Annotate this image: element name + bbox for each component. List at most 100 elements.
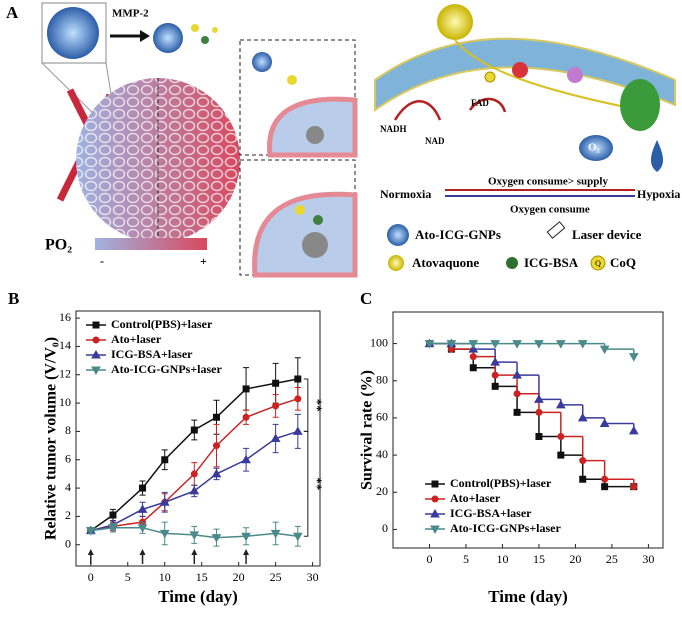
po2-high: + [200,254,207,268]
protein [512,62,528,78]
panel-a: A MMP-2 PO₂ - + O₂ NADH NAD FAD Normoxia… [6,2,680,278]
coq [484,71,496,83]
marker [490,340,501,349]
marker [242,413,250,421]
marker [270,529,281,539]
y-tick-label: 40 [376,447,388,461]
plot-frame [392,311,664,549]
arrow [468,97,507,113]
legend-icon [590,255,606,271]
arrow [393,100,442,121]
marker [513,408,521,416]
marker [579,475,587,483]
marker [577,412,588,422]
nad: NAD [425,136,445,146]
legend-text: Ato-ICG-GNPs [415,227,501,242]
dot [191,24,199,32]
x-tick-label: 25 [606,552,618,566]
coq-letter: Q [595,259,601,268]
y-tick-label: 14 [59,338,71,352]
legend-marker [431,495,439,503]
dot [287,75,297,85]
legend-icon [506,257,518,269]
o2-label: O₂ [588,142,601,154]
legend-marker [92,321,100,329]
marker [292,426,303,435]
legend-text: Ato+laser [111,332,162,346]
legend-text: Ato-ICG-GNPs+laser [450,521,561,535]
marker [628,353,639,362]
marker [555,340,566,349]
laser-arrow-head [191,549,198,555]
legend-marker [430,508,440,518]
marker [534,340,544,349]
significance: ** [310,399,325,412]
marker [161,456,169,464]
marker [468,344,479,353]
marker [292,532,303,542]
marker [491,371,499,379]
y-tick-label: 80 [376,373,388,387]
x-tick-label: 25 [270,570,282,584]
hypoxia: Hypoxia [637,187,680,201]
x-tick-label: 0 [426,552,432,566]
fad: FAD [471,98,489,108]
marker [468,340,479,349]
x-tick-label: 15 [533,552,545,566]
membrane [374,37,676,112]
series-line [90,378,298,532]
x-tick-label: 10 [496,552,508,566]
y-tick-label: 0 [65,537,71,551]
plot-frame [75,310,321,567]
y-tick-label: 2 [65,508,71,522]
x-axis-label: Time (day) [488,587,568,606]
complex [620,79,660,131]
tumor-cells [76,78,240,242]
legend-text: Ato-ICG-GNPs+laser [111,362,222,376]
marker [294,395,302,403]
marker [469,353,477,361]
marker [512,340,522,349]
drop [650,140,664,172]
marker [599,345,610,355]
marker [270,433,281,442]
marker [211,534,222,543]
marker [513,390,521,398]
y-tick-label: 12 [59,367,71,381]
bracket [303,430,309,537]
marker [189,485,200,495]
consume-supply: Oxygen consume> supply [488,176,608,188]
x-tick-label: 30 [307,570,319,584]
dot [313,215,323,225]
po2-low: - [100,254,104,268]
y-axis-label: Survival rate (%) [359,370,376,490]
marker [628,425,639,435]
marker [137,504,148,513]
marker [190,470,198,478]
legend-text: Ato+laser [450,491,501,505]
y-tick-label: 8 [65,423,71,437]
legend-text: Laser device [572,227,642,242]
legend-text: CoQ [610,255,636,270]
marker [272,402,280,410]
marker [557,451,565,459]
x-tick-label: 10 [159,570,171,584]
nanoparticle [252,52,272,72]
marker [242,385,250,393]
mmp-label: MMP-2 [112,8,149,20]
legend-text: ICG-BSA+laser [111,347,193,361]
complex [579,135,613,161]
y-tick-label: 10 [59,395,71,409]
marker [294,375,302,383]
laser-arrow-head [87,549,94,555]
marker [446,340,457,349]
po2-label: PO₂ [45,237,72,254]
marker [555,399,566,409]
y-axis-label: Relative tumor volume (V/V₀) [43,337,60,540]
marker [535,408,543,416]
legend-text: Control(PBS)+laser [111,317,213,331]
legend-text: ICG-BSA+laser [450,506,532,520]
marker [190,426,198,434]
nanoparticle-cut [153,23,183,53]
consume: Oxygen consume [510,204,590,216]
